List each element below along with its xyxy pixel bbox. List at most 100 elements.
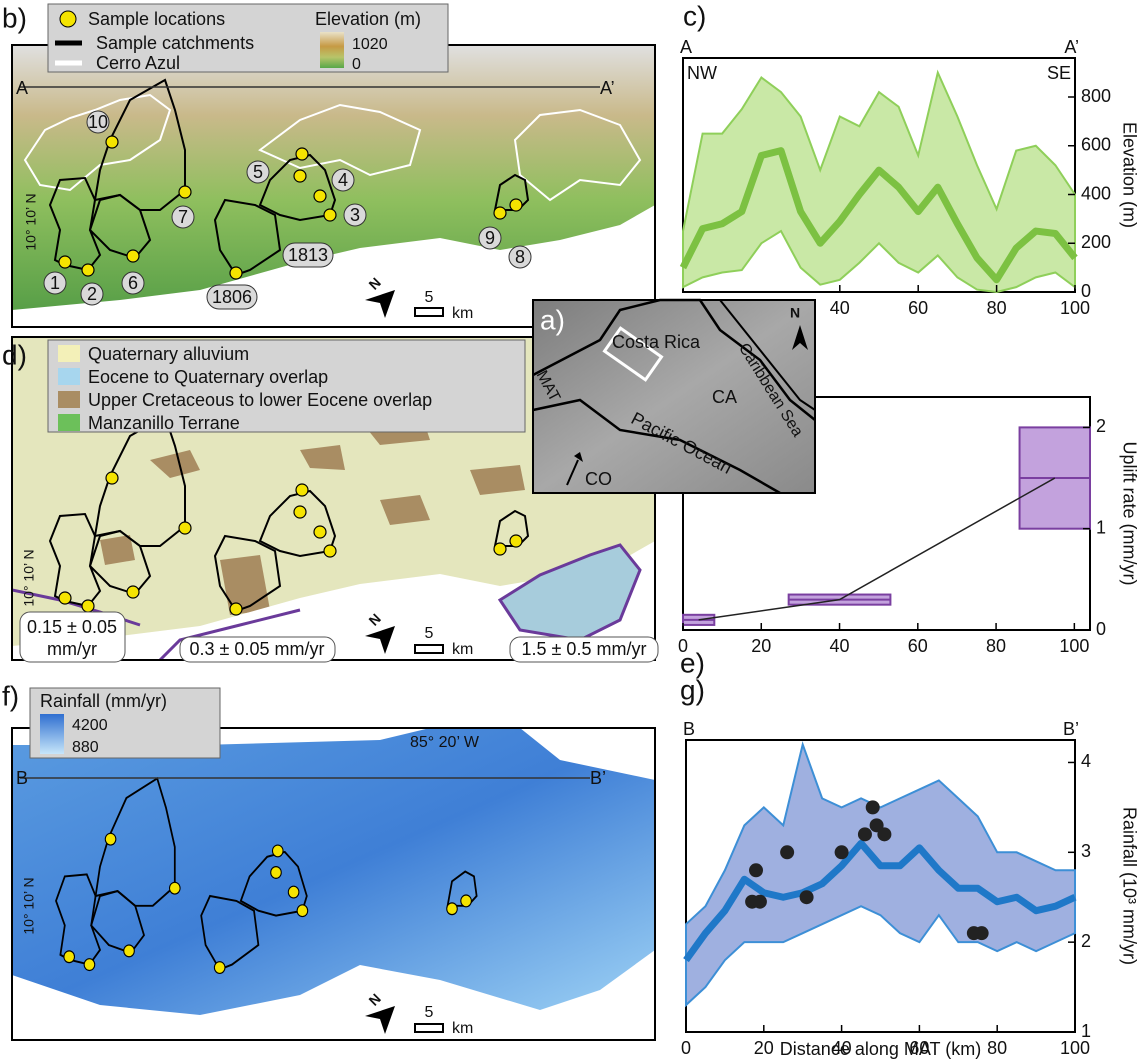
x-tick-label: 100 — [1060, 1038, 1090, 1058]
inset-label: Costa Rica — [612, 332, 701, 352]
y-axis-label: Rainfall (10³ mm/yr) — [1119, 807, 1139, 965]
colorbar-label: 4200 — [72, 717, 108, 734]
section-label: B’ — [590, 768, 606, 788]
section-end: B’ — [1063, 719, 1079, 739]
sample-point — [800, 890, 814, 904]
x-axis-label: Distance along MAT (km) — [780, 1039, 981, 1059]
y-tick-label: 2 — [1096, 416, 1106, 436]
colorbar-label: 880 — [72, 739, 99, 756]
rate-label: 0.3 ± 0.05 mm/yr — [190, 639, 325, 659]
scale-unit: km — [452, 1020, 473, 1037]
panel-label: d) — [2, 339, 27, 370]
sample-label: 2 — [87, 284, 97, 304]
panel-label: g) — [680, 674, 705, 705]
sample-label: 9 — [485, 228, 495, 248]
latitude-label: 10° 10’ N — [21, 549, 37, 606]
x-tick-label: 80 — [987, 1038, 1007, 1058]
legend-text: Eocene to Quaternary overlap — [88, 367, 328, 387]
sample-point — [858, 827, 872, 841]
rate-label: mm/yr — [47, 639, 97, 659]
sample-id: 1806 — [212, 287, 252, 307]
x-tick-label: 20 — [751, 636, 771, 656]
y-tick-label: 1 — [1096, 517, 1106, 537]
y-tick-label: 4 — [1081, 751, 1091, 771]
sample-label: 5 — [253, 162, 263, 182]
inset-label: CA — [712, 387, 737, 407]
section-end: A’ — [1064, 37, 1079, 57]
sample-point — [975, 926, 989, 940]
colorbar-label: 1020 — [352, 36, 388, 53]
y-axis-label: Elevation (m) — [1119, 122, 1139, 228]
latitude-label: 10° 10’ N — [23, 193, 39, 250]
x-tick-label: 80 — [987, 298, 1007, 318]
legend-swatch — [58, 345, 80, 362]
sample-point — [835, 845, 849, 859]
section-end: B — [683, 719, 695, 739]
map-f: B B’ 85° 20’ W f) Rainfall (mm/yr) 4200 … — [2, 680, 655, 1040]
sample-point — [877, 827, 891, 841]
legend-symbol — [60, 11, 76, 27]
sample-label: 3 — [350, 205, 360, 225]
x-tick-label: 80 — [986, 636, 1006, 656]
sample-label: 8 — [515, 247, 525, 267]
rainfall-field — [12, 728, 655, 1015]
scale-label: 5 — [425, 1004, 434, 1021]
x-tick-label: 60 — [908, 298, 928, 318]
panel-label: b) — [2, 2, 27, 33]
panel-label: f) — [2, 680, 19, 711]
colorbar — [320, 32, 344, 68]
longitude-label: 85° 20’ W — [410, 734, 480, 751]
inset-label: CO — [585, 469, 612, 489]
scale-label: 5 — [425, 289, 434, 306]
colorbar-label: 0 — [352, 56, 361, 73]
y-axis-label: Uplift rate (mm/yr) — [1119, 442, 1139, 586]
sample-label: 10 — [88, 112, 108, 132]
inset-a: a) Costa Rica Caribbean Sea CA MAT Pacif… — [533, 300, 815, 493]
sample-id: 1813 — [288, 245, 328, 265]
y-tick-label: 400 — [1081, 183, 1111, 203]
latitude-label: 10° 10’ N — [21, 877, 37, 934]
legend-text: Sample catchments — [96, 33, 254, 53]
legend-swatch — [58, 391, 80, 408]
section-end: A — [680, 37, 692, 57]
y-tick-label: 600 — [1081, 135, 1111, 155]
legend-text: Cerro Azul — [96, 53, 180, 73]
legend-swatch — [58, 414, 80, 431]
y-tick-label: 3 — [1081, 841, 1091, 861]
y-tick-label: 2 — [1081, 931, 1091, 951]
sample-point — [749, 863, 763, 877]
legend-text: Upper Cretaceous to lower Eocene overlap — [88, 390, 432, 410]
x-tick-label: 60 — [908, 636, 928, 656]
y-tick-label: 200 — [1081, 232, 1111, 252]
sample-label: 7 — [178, 207, 188, 227]
panel-label: a) — [540, 304, 565, 335]
x-tick-label: 40 — [830, 298, 850, 318]
legend-text: Quaternary alluvium — [88, 344, 249, 364]
panel-label: c) — [683, 0, 706, 31]
section-label: B — [16, 768, 28, 788]
sample-point — [780, 845, 794, 859]
map-b: A A’ b) Sample locations Sample catchmen… — [2, 2, 655, 327]
scale-bar — [415, 645, 443, 653]
sample-point — [753, 895, 767, 909]
scale-unit: km — [452, 305, 473, 322]
figure: A A’ b) Sample locations Sample catchmen… — [0, 0, 1145, 1061]
section-label: A’ — [600, 78, 615, 98]
section-label: A — [16, 78, 28, 98]
x-tick-label: 20 — [754, 1038, 774, 1058]
scale-bar — [415, 1024, 443, 1032]
rate-label: 1.5 ± 0.5 mm/yr — [522, 639, 647, 659]
direction-label: SE — [1047, 63, 1071, 83]
colorbar — [40, 714, 64, 754]
x-tick-label: 100 — [1060, 298, 1090, 318]
sample-point — [866, 800, 880, 814]
y-tick-label: 0 — [1096, 619, 1106, 639]
legend-title: Elevation (m) — [315, 9, 421, 29]
north-label: N — [790, 305, 800, 321]
direction-label: NW — [687, 63, 717, 83]
x-tick-label: 100 — [1059, 636, 1089, 656]
legend-text: Manzanillo Terrane — [88, 413, 240, 433]
scale-bar — [415, 308, 443, 316]
sample-label: 1 — [50, 273, 60, 293]
sample-label: 4 — [338, 170, 348, 190]
